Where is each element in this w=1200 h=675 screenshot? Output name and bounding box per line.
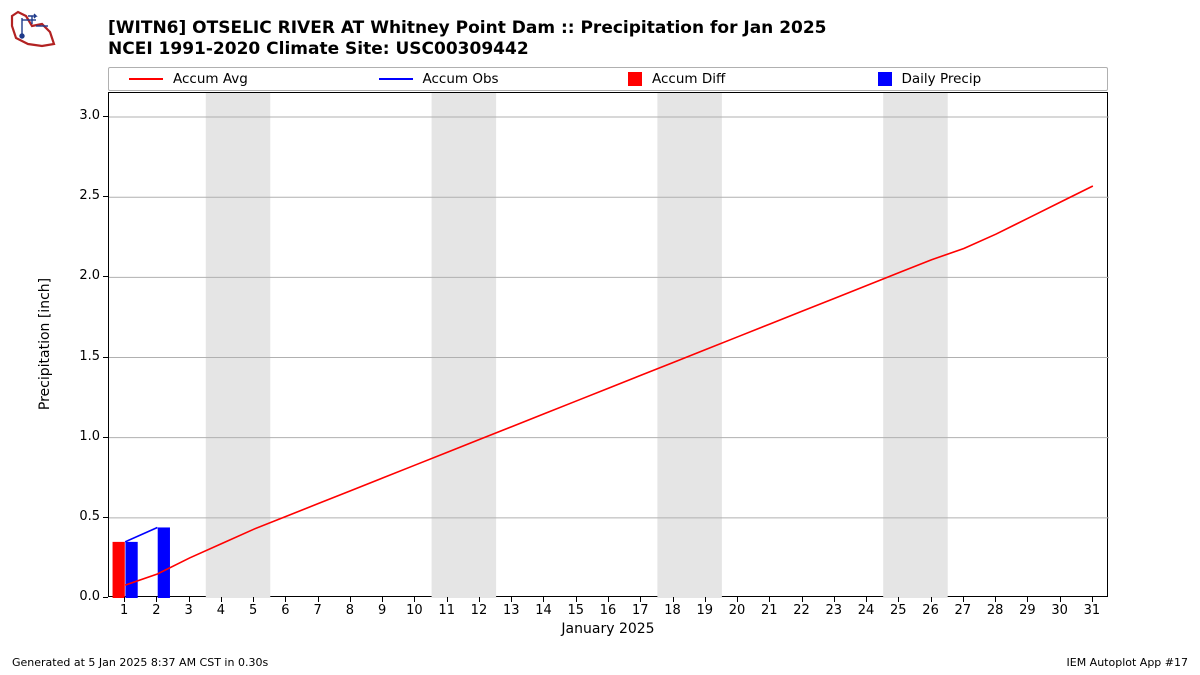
- x-tick-label: 9: [378, 603, 386, 618]
- legend-swatch: [628, 72, 642, 86]
- x-tick-label: 30: [1051, 603, 1068, 618]
- x-tick-mark: [995, 597, 996, 602]
- y-tick-label: 1.5: [60, 349, 100, 364]
- x-tick-mark: [834, 597, 835, 602]
- x-tick-mark: [156, 597, 157, 602]
- x-tick-label: 16: [600, 603, 617, 618]
- x-tick-mark: [414, 597, 415, 602]
- plot-area: [108, 92, 1108, 597]
- x-tick-label: 7: [314, 603, 322, 618]
- x-tick-mark: [802, 597, 803, 602]
- x-tick-label: 26: [922, 603, 939, 618]
- x-tick-mark: [221, 597, 222, 602]
- legend-swatch: [878, 72, 892, 86]
- x-tick-mark: [931, 597, 932, 602]
- x-tick-mark: [543, 597, 544, 602]
- y-tick-label: 0.5: [60, 509, 100, 524]
- title-line-2: NCEI 1991-2020 Climate Site: USC00309442: [108, 39, 827, 60]
- legend-item: Daily Precip: [858, 71, 1108, 87]
- legend-label: Accum Obs: [423, 71, 499, 87]
- x-tick-label: 19: [696, 603, 713, 618]
- x-tick-label: 8: [346, 603, 354, 618]
- y-tick-mark: [103, 517, 108, 518]
- x-tick-mark: [350, 597, 351, 602]
- x-tick-label: 2: [152, 603, 160, 618]
- y-tick-label: 2.5: [60, 188, 100, 203]
- y-tick-label: 1.0: [60, 429, 100, 444]
- y-tick-mark: [103, 196, 108, 197]
- x-axis-label: January 2025: [561, 621, 654, 637]
- x-tick-mark: [576, 597, 577, 602]
- plot-svg: [109, 93, 1109, 598]
- x-tick-label: 12: [471, 603, 488, 618]
- x-tick-label: 11: [438, 603, 455, 618]
- legend-label: Accum Avg: [173, 71, 248, 87]
- footer-generated-text: Generated at 5 Jan 2025 8:37 AM CST in 0…: [12, 656, 268, 669]
- x-tick-mark: [253, 597, 254, 602]
- y-tick-mark: [103, 276, 108, 277]
- x-tick-label: 25: [890, 603, 907, 618]
- x-tick-mark: [640, 597, 641, 602]
- x-tick-label: 14: [535, 603, 552, 618]
- y-tick-mark: [103, 597, 108, 598]
- x-tick-mark: [866, 597, 867, 602]
- x-tick-label: 13: [503, 603, 520, 618]
- chart-title: [WITN6] OTSELIC RIVER AT Whitney Point D…: [108, 18, 827, 61]
- x-tick-mark: [511, 597, 512, 602]
- y-tick-label: 3.0: [60, 108, 100, 123]
- y-tick-label: 2.0: [60, 268, 100, 283]
- x-tick-label: 29: [1019, 603, 1036, 618]
- x-tick-mark: [382, 597, 383, 602]
- y-tick-mark: [103, 116, 108, 117]
- x-tick-mark: [189, 597, 190, 602]
- legend-item: Accum Diff: [608, 71, 858, 87]
- x-tick-label: 15: [567, 603, 584, 618]
- x-tick-mark: [1027, 597, 1028, 602]
- x-tick-label: 18: [664, 603, 681, 618]
- x-tick-label: 1: [120, 603, 128, 618]
- x-tick-label: 5: [249, 603, 257, 618]
- x-tick-mark: [1060, 597, 1061, 602]
- legend-swatch: [379, 78, 413, 80]
- x-tick-label: 4: [217, 603, 225, 618]
- y-tick-mark: [103, 357, 108, 358]
- legend-label: Accum Diff: [652, 71, 725, 87]
- x-tick-mark: [673, 597, 674, 602]
- x-tick-label: 24: [858, 603, 875, 618]
- y-tick-label: 0.0: [60, 589, 100, 604]
- title-line-1: [WITN6] OTSELIC RIVER AT Whitney Point D…: [108, 18, 827, 39]
- x-tick-mark: [285, 597, 286, 602]
- x-tick-label: 27: [955, 603, 972, 618]
- x-tick-mark: [705, 597, 706, 602]
- x-tick-label: 23: [826, 603, 843, 618]
- x-tick-mark: [769, 597, 770, 602]
- x-tick-label: 10: [406, 603, 423, 618]
- y-tick-mark: [103, 437, 108, 438]
- x-tick-mark: [318, 597, 319, 602]
- x-tick-label: 28: [987, 603, 1004, 618]
- x-tick-mark: [963, 597, 964, 602]
- footer-app-text: IEM Autoplot App #17: [1067, 656, 1189, 669]
- x-tick-label: 3: [185, 603, 193, 618]
- x-tick-mark: [124, 597, 125, 602]
- chart-legend: Accum Avg Accum Obs Accum Diff Daily Precip: [108, 67, 1108, 91]
- x-tick-label: 20: [729, 603, 746, 618]
- x-tick-label: 31: [1084, 603, 1101, 618]
- legend-label: Daily Precip: [902, 71, 982, 87]
- x-tick-mark: [737, 597, 738, 602]
- x-tick-label: 6: [281, 603, 289, 618]
- x-tick-mark: [608, 597, 609, 602]
- y-axis-label: Precipitation [inch]: [37, 278, 53, 410]
- chart-container: [WITN6] OTSELIC RIVER AT Whitney Point D…: [0, 0, 1200, 675]
- x-tick-mark: [898, 597, 899, 602]
- x-tick-mark: [1092, 597, 1093, 602]
- legend-swatch: [129, 78, 163, 80]
- legend-item: Accum Obs: [359, 71, 609, 87]
- x-tick-label: 21: [761, 603, 778, 618]
- x-tick-mark: [479, 597, 480, 602]
- x-tick-label: 22: [793, 603, 810, 618]
- x-tick-mark: [447, 597, 448, 602]
- x-tick-label: 17: [632, 603, 649, 618]
- legend-item: Accum Avg: [109, 71, 359, 87]
